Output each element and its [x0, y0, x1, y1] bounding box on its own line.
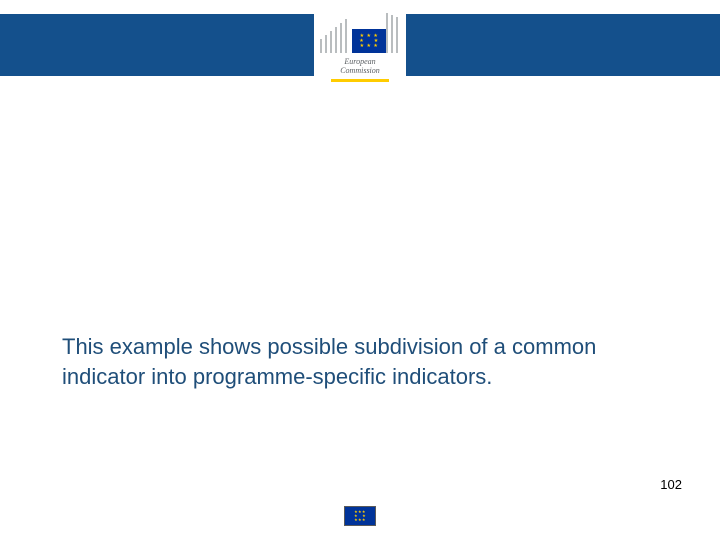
footer-eu-flag-icon: ★★★★ ★★★★ — [344, 506, 376, 526]
eu-flag-icon: ★ ★ ★★ ★★ ★ ★ — [352, 29, 386, 53]
ec-logo: ★ ★ ★★ ★★ ★ ★ European Commission — [314, 5, 406, 99]
ec-logo-label-line1: European — [344, 57, 375, 66]
ec-logo-building: ★ ★ ★★ ★★ ★ ★ — [320, 9, 400, 53]
logo-bars-left — [320, 19, 347, 53]
ec-logo-underline — [331, 79, 389, 82]
logo-bars-right — [386, 13, 398, 53]
ec-logo-label: European Commission — [340, 57, 380, 75]
page-number: 102 — [660, 477, 682, 492]
slide-body-text: This example shows possible subdivision … — [62, 332, 622, 391]
ec-logo-label-line2: Commission — [340, 66, 380, 75]
